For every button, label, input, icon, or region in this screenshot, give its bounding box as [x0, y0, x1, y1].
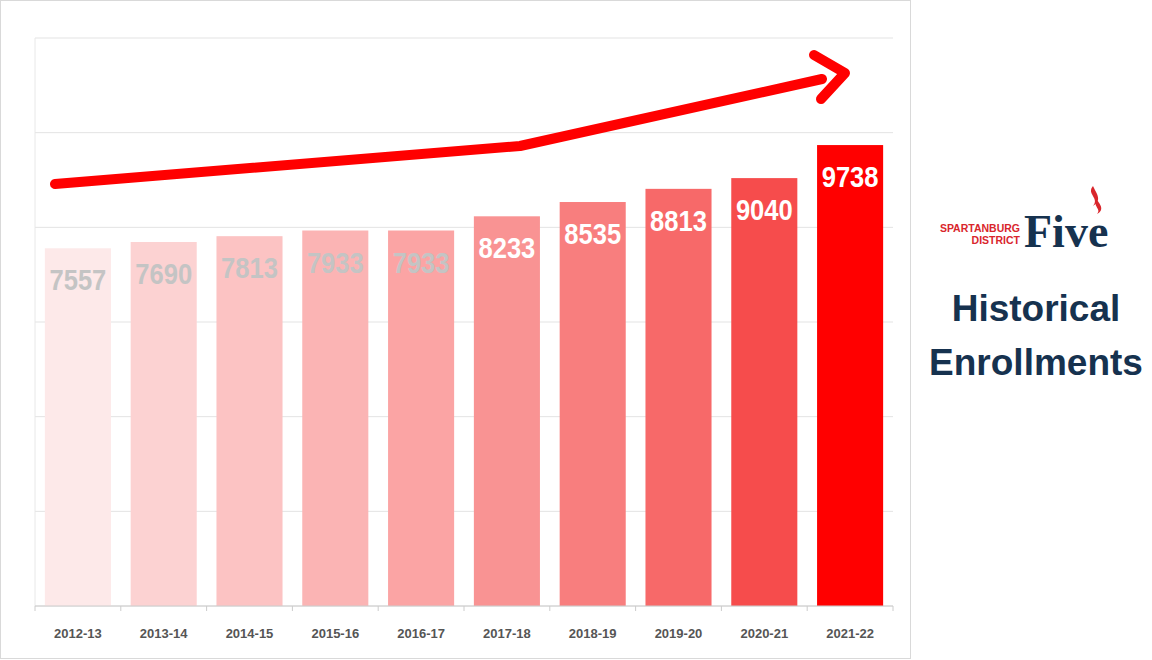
data-label: 8535 [564, 217, 621, 250]
page: 2012-13 2013-14 2014-15 2015-16 2016-17 2017-… [0, 0, 1152, 660]
logo-text: SPARTANBURG [940, 222, 1020, 234]
x-tick [292, 606, 293, 611]
bar [388, 231, 454, 606]
x-tick-label: 2019-20 [655, 626, 703, 641]
x-tick-label: 2016-17 [397, 626, 445, 641]
panel-frame [1, 1, 911, 659]
x-tick [206, 606, 207, 611]
bar [560, 202, 626, 606]
x-tick [721, 606, 722, 611]
trend-arrow-head [814, 55, 845, 99]
logo-flame [1096, 200, 1102, 214]
data-label: 9040 [736, 193, 793, 226]
x-tick-label: 2012-13 [54, 626, 102, 641]
x-tick [120, 606, 121, 611]
data-label: 7933 [307, 246, 364, 279]
x-tick [807, 606, 808, 611]
x-tick [549, 606, 550, 611]
chart: 2012-13 2013-14 2014-15 2015-16 2016-17 2017-… [0, 0, 1152, 660]
x-tick [893, 606, 894, 611]
y-range-line [35, 38, 36, 606]
bar [131, 242, 197, 606]
logo-text: DISTRICT [972, 234, 1021, 246]
bar [302, 231, 368, 606]
x-tick [35, 606, 36, 611]
bars [45, 145, 883, 606]
x-tick-label: 2020-21 [740, 626, 788, 641]
x-tick [378, 606, 379, 611]
bar [817, 145, 883, 606]
x-tick [635, 606, 636, 611]
data-label: 7813 [221, 251, 278, 284]
grid-line [35, 132, 893, 133]
bar [474, 216, 540, 606]
data-label: 9738 [822, 160, 879, 193]
title: Historical Enrollments [916, 282, 1152, 390]
bar [731, 178, 797, 606]
trend-arrow [55, 79, 822, 184]
x-tick-label: 2018-19 [569, 626, 617, 641]
data-label: 7933 [393, 246, 450, 279]
x-tick [464, 606, 465, 611]
x-tick-label: 2013-14 [140, 626, 188, 641]
x-tick-label: 2015-16 [311, 626, 359, 641]
logo-text: Five [1024, 206, 1108, 257]
data-label: 7690 [135, 257, 192, 290]
x-tick-label: 2021-22 [826, 626, 874, 641]
bar [645, 189, 711, 606]
x-tick-label: 2017-18 [483, 626, 531, 641]
bar [216, 236, 282, 606]
x-tick-label: 2014-15 [226, 626, 274, 641]
data-label: 7557 [49, 263, 106, 296]
data-label: 8233 [478, 231, 535, 264]
bar [45, 248, 111, 606]
grid-line [35, 38, 893, 39]
data-label: 8813 [650, 204, 707, 237]
